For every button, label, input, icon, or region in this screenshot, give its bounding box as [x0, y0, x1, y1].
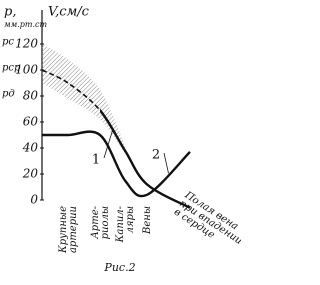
series-line [42, 130, 191, 198]
x-tick-label: Полая венапри впадениив сердце [171, 189, 241, 255]
y-tick-label: 80 [23, 89, 39, 103]
level-label: pд [2, 89, 15, 100]
y-tick-label: 20 [22, 167, 39, 181]
chart: p, мм.рт.ст V,см/с Рис.2 0 20 40 60 80 100 120… [2, 5, 241, 275]
series-label: 1 [92, 153, 100, 168]
x-tick-label-line: Крупные [58, 206, 69, 254]
series-line [100, 108, 191, 209]
y2-label: V,см/с [48, 5, 90, 20]
y-tick-label: 100 [15, 63, 38, 77]
y-tick-label: 120 [15, 37, 38, 51]
y-tick-label: 0 [30, 193, 38, 207]
x-tick-label-line: артерии [68, 206, 79, 253]
band [42, 44, 125, 154]
x-tick-label-line: Капил- [115, 205, 126, 243]
x-tick-label: Крупныеартерии [58, 206, 79, 254]
y-tick-label: 60 [23, 115, 39, 129]
level-label: pср [2, 63, 21, 74]
x-tick-label: Вены [142, 206, 153, 235]
x-tick-label: Капил-ляры [115, 205, 136, 243]
series-line-dashed [41, 69, 100, 112]
label-leader [103, 130, 113, 159]
label-leader [163, 152, 169, 174]
y-unit: мм.рт.ст [4, 20, 48, 29]
x-tick-label-line: Вены [142, 206, 153, 235]
y-tick-label: 40 [22, 141, 39, 155]
y-label: p, [4, 5, 16, 20]
x-tick-label-line: риолы [100, 206, 111, 239]
x-tick-label-line: ляры [125, 206, 136, 234]
x-tick-label-line: Арте- [90, 205, 101, 239]
level-label: pc [2, 37, 14, 48]
x-tick-label: Арте-риолы [90, 205, 111, 239]
series-label: 2 [152, 148, 160, 163]
caption: Рис.2 [103, 261, 135, 274]
